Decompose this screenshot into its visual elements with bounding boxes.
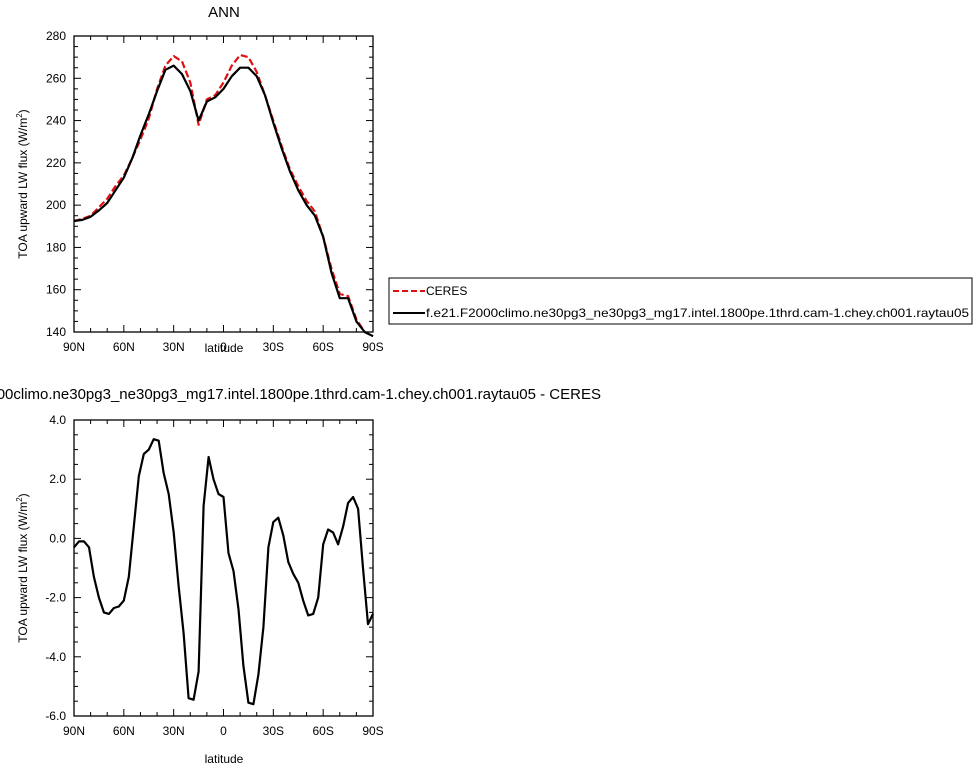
top-x-axis-label: latitude [205, 341, 244, 355]
top-y-tick-label: 180 [46, 240, 66, 254]
bottom-x-axis-label: latitude [205, 752, 244, 766]
bottom-x-tick-label: 30S [263, 724, 284, 738]
top-series-line-1 [73, 64, 374, 338]
top-x-tick-label: 30S [263, 340, 284, 354]
bottom-y-tick-label: -6.0 [45, 709, 66, 723]
top-y-tick-label: 220 [46, 156, 66, 170]
bottom-y-tick-label: 2.0 [49, 472, 66, 486]
bottom-series-line-0 [73, 438, 374, 706]
legend-label-ceres: CERES [426, 284, 467, 298]
bottom-y-tick-label: 0.0 [49, 531, 66, 545]
top-chart-title: ANN [208, 4, 240, 21]
top-y-tick-label: 160 [46, 283, 66, 297]
bottom-y-tick-label: 4.0 [49, 413, 66, 427]
top-x-tick-label: 90S [362, 340, 383, 354]
bottom-x-tick-label: 60S [312, 724, 333, 738]
bottom-y-axis-label: TOA upward LW flux (W/m2) [15, 493, 30, 642]
bottom-x-tick-label: 90S [362, 724, 383, 738]
bottom-x-tick-label: 60N [113, 724, 135, 738]
legend-box [388, 277, 973, 325]
top-y-tick-label: 200 [46, 198, 66, 212]
bottom-chart-title: f.e21.F2000climo.ne30pg3_ne30pg3_mg17.in… [0, 386, 601, 403]
top-plot-curves [73, 53, 374, 338]
bottom-x-tick-label: 90N [63, 724, 85, 738]
bottom-y-tick-label: -2.0 [45, 591, 66, 605]
legend-label-model: f.e21.F2000climo.ne30pg3_ne30pg3_mg17.in… [426, 306, 969, 320]
top-y-tick-label: 140 [46, 325, 66, 339]
top-series-line-0 [73, 53, 374, 338]
bottom-y-tick-label: -4.0 [45, 650, 66, 664]
bottom-x-tick-label: 30N [163, 724, 185, 738]
top-x-tick-label: 0 [220, 340, 227, 354]
bottom-plot-frame [73, 419, 374, 717]
legend: CERES f.e21.F2000climo.ne30pg3_ne30pg3_m… [388, 277, 973, 325]
top-y-axis-label: TOA upward LW flux (W/m2) [15, 109, 30, 258]
top-panel: ANN 90N 60N 30N 0 30S 60S 90S 140 160 180 200 220 24… [15, 4, 384, 355]
top-x-tick-label: 60N [113, 340, 135, 354]
bottom-plot-curves [73, 438, 374, 706]
top-x-tick-label: 60S [312, 340, 333, 354]
top-y-tick-label: 240 [46, 114, 66, 128]
top-axis-ticks: 90N 60N 30N 0 30S 60S 90S 140 160 180 200 220 240 260… [46, 29, 384, 354]
top-x-tick-label: 30N [163, 340, 185, 354]
bottom-x-tick-label: 0 [220, 724, 227, 738]
top-y-tick-label: 260 [46, 71, 66, 85]
top-y-tick-label: 280 [46, 29, 66, 43]
top-x-tick-label: 90N [63, 340, 85, 354]
bottom-panel: f.e21.F2000climo.ne30pg3_ne30pg3_mg17.in… [0, 386, 601, 766]
bottom-axis-ticks: 90N 60N 30N 0 30S 60S 90S -6.0 -4.0 -2.0 0.0 2.0 4.0 [45, 413, 383, 738]
